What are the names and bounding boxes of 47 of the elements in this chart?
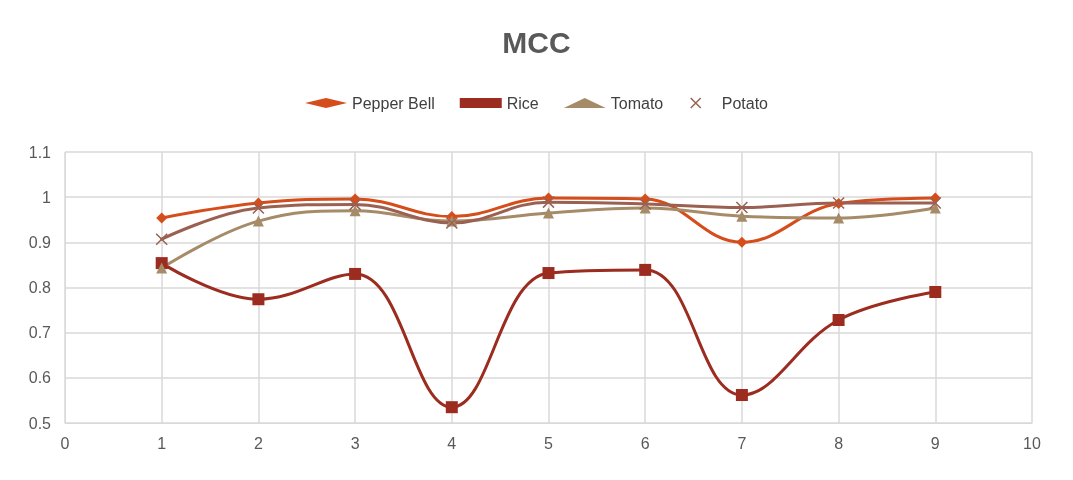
- point: [929, 286, 942, 299]
- point: [156, 212, 168, 224]
- point: [735, 201, 749, 214]
- point: [542, 267, 555, 280]
- point: [736, 236, 748, 248]
- x-tick-label: 0: [60, 434, 70, 452]
- legend-label: Pepper Bell: [352, 94, 435, 112]
- x-tick-label: 10: [1023, 434, 1041, 452]
- point: [252, 215, 264, 227]
- x-tick-label: 5: [544, 434, 554, 452]
- x-tick-label: 1: [157, 434, 167, 452]
- point: [252, 201, 265, 215]
- point: [638, 197, 652, 211]
- x-tick-label: 6: [640, 434, 650, 452]
- point: [543, 207, 554, 219]
- y-tick-label: 0.6: [28, 369, 52, 387]
- y-tick-label: 1.1: [28, 143, 52, 161]
- y-tick-label: 0.9: [28, 233, 52, 251]
- y-tick-label: 0.8: [28, 279, 52, 296]
- point: [735, 389, 748, 401]
- x-tick-label: 8: [834, 434, 844, 452]
- chart-title: MCC: [502, 25, 571, 59]
- y-tick-label: 0.5: [28, 414, 52, 432]
- point: [445, 401, 458, 414]
- point: [252, 293, 265, 306]
- legend-label: Rice: [506, 94, 539, 112]
- y-tick-label: 0.7: [28, 324, 52, 342]
- x-tick-label: 4: [447, 434, 457, 452]
- point: [348, 198, 362, 211]
- x-tick-label: 2: [253, 434, 263, 452]
- point: [929, 196, 942, 210]
- legend-label: Potato: [721, 94, 769, 112]
- point: [542, 195, 555, 209]
- point: [349, 205, 361, 217]
- point: [833, 212, 845, 224]
- x-tick-label: 7: [737, 434, 747, 452]
- point: [155, 232, 168, 246]
- point: [639, 263, 652, 276]
- point: [156, 262, 168, 274]
- x-tick-label: 9: [930, 434, 940, 452]
- point: [639, 202, 651, 214]
- x-tick-label: 3: [350, 434, 360, 452]
- y-tick-label: 1: [42, 188, 52, 206]
- point: [832, 314, 845, 327]
- point: [736, 210, 748, 222]
- point: [349, 267, 362, 280]
- legend-label: Tomato: [610, 94, 664, 112]
